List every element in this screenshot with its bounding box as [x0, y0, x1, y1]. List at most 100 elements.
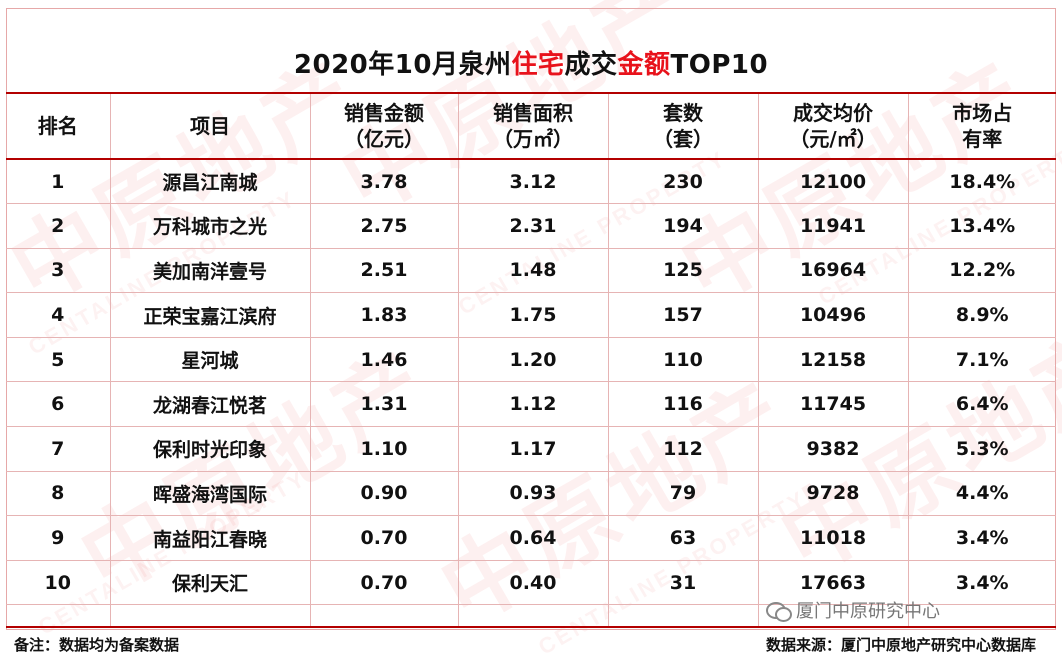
column-header: 成交均价 （元/㎡）	[758, 92, 909, 160]
cell-amount: 0.70	[310, 515, 459, 561]
column-header: 市场占 有率	[908, 92, 1056, 160]
cell-avg-price: 9728	[758, 471, 909, 517]
column-header-line2: （万㎡）	[493, 127, 573, 151]
cell-rank: 9	[6, 515, 111, 561]
cell-area: 1.12	[458, 381, 609, 428]
cell-share: 8.9%	[908, 292, 1056, 338]
cell-units: 79	[608, 471, 759, 517]
title-part-5: TOP10	[670, 50, 769, 80]
table-row: 6 龙湖春江悦茗 1.31 1.12 116 11745 6.4%	[6, 381, 1056, 428]
column-header-line2: （亿元）	[344, 127, 424, 151]
cell-units: 63	[608, 515, 759, 561]
cell-share: 3.4%	[908, 515, 1056, 561]
cell-share: 18.4%	[908, 159, 1056, 205]
cell-project: 南益阳江春晓	[110, 515, 311, 561]
cell-units: 157	[608, 292, 759, 338]
cell-avg-price: 12100	[758, 159, 909, 205]
cell-amount: 0.70	[310, 560, 459, 606]
cell-share: 7.1%	[908, 337, 1056, 383]
cell-rank: 7	[6, 426, 111, 472]
cell-amount: 3.78	[310, 159, 459, 205]
table-row: 3 美加南洋壹号 2.51 1.48 125 16964 12.2%	[6, 248, 1056, 294]
cell-avg-price: 12158	[758, 337, 909, 383]
column-header: 套数 （套）	[608, 92, 759, 160]
cell-amount: 1.31	[310, 381, 459, 428]
table-body: 1 源昌江南城 3.78 3.12 230 12100 18.4% 2 万科城市之光 2.75 2.…	[6, 159, 1056, 628]
cell-avg-price: 11745	[758, 381, 909, 428]
cell-avg-price: 16964	[758, 248, 909, 294]
column-header: 销售金额 （亿元）	[310, 92, 459, 160]
column-header: 排名	[6, 92, 111, 160]
title-part-1: 2020年10月泉州	[293, 50, 512, 80]
column-header-line1: 套数	[663, 101, 703, 125]
cell-share: 4.4%	[908, 471, 1056, 517]
blank-cell	[608, 604, 759, 628]
cell-project: 龙湖春江悦茗	[110, 381, 311, 428]
cell-project: 美加南洋壹号	[110, 248, 311, 294]
cell-project: 万科城市之光	[110, 203, 311, 249]
wechat-tag: 厦门中原研究中心	[766, 597, 940, 623]
cell-share: 12.2%	[908, 248, 1056, 294]
cell-rank: 5	[6, 337, 111, 383]
cell-share: 6.4%	[908, 381, 1056, 428]
cell-units: 125	[608, 248, 759, 294]
column-header-line2: 有率	[962, 127, 1003, 151]
cell-area: 0.40	[458, 560, 609, 606]
cell-avg-price: 10496	[758, 292, 909, 338]
cell-area: 1.20	[458, 337, 609, 383]
cell-amount: 1.46	[310, 337, 459, 383]
blank-cell	[758, 604, 909, 628]
ranking-table: 排名 项目 销售金额 （亿元） 销售面积 （万㎡） 套数 （套） 成交均价 （元/㎡） 市场占 有率 …	[6, 92, 1056, 628]
blank-cell	[458, 604, 609, 628]
cell-area: 1.17	[458, 426, 609, 472]
column-header-line1: 成交均价	[793, 101, 873, 125]
cell-units: 116	[608, 381, 759, 428]
cell-avg-price: 17663	[758, 560, 909, 606]
wechat-label: 厦门中原研究中心	[796, 601, 940, 622]
table-row: 7 保利时光印象 1.10 1.17 112 9382 5.3%	[6, 426, 1056, 472]
table-blank-row	[6, 604, 1056, 628]
column-header-line1: 市场占	[952, 101, 1013, 125]
cell-share: 5.3%	[908, 426, 1056, 472]
cell-share: 3.4%	[908, 560, 1056, 606]
column-header-line1: 销售面积	[493, 101, 573, 125]
column-header-line2: （套）	[653, 127, 713, 151]
cell-units: 112	[608, 426, 759, 472]
title-part-2: 住宅	[511, 50, 565, 80]
cell-units: 230	[608, 159, 759, 205]
cell-area: 1.48	[458, 248, 609, 294]
cell-units: 194	[608, 203, 759, 249]
cell-share: 13.4%	[908, 203, 1056, 249]
cell-rank: 10	[6, 560, 111, 606]
page-title: 2020年10月泉州住宅成交金额TOP10	[0, 44, 1062, 81]
table-row: 10 保利天汇 0.70 0.40 31 17663 3.4%	[6, 560, 1056, 606]
cell-units: 110	[608, 337, 759, 383]
column-header: 销售面积 （万㎡）	[458, 92, 609, 160]
cell-area: 0.64	[458, 515, 609, 561]
blank-cell	[310, 604, 459, 628]
cell-project: 晖盛海湾国际	[110, 471, 311, 517]
blank-cell	[110, 604, 311, 628]
cell-rank: 6	[6, 381, 111, 428]
cell-project: 保利天汇	[110, 560, 311, 606]
title-part-4: 金额	[617, 50, 671, 80]
cell-avg-price: 11018	[758, 515, 909, 561]
cell-area: 2.31	[458, 203, 609, 249]
cell-area: 1.75	[458, 292, 609, 338]
cell-project: 源昌江南城	[110, 159, 311, 205]
wechat-icon	[766, 600, 792, 622]
cell-project: 正荣宝嘉江滨府	[110, 292, 311, 338]
cell-avg-price: 9382	[758, 426, 909, 472]
footer-note: 备注：数据均为备案数据	[14, 636, 180, 654]
cell-units: 31	[608, 560, 759, 606]
column-header: 项目	[110, 92, 311, 160]
cell-rank: 2	[6, 203, 111, 249]
cell-project: 星河城	[110, 337, 311, 383]
cell-amount: 1.10	[310, 426, 459, 472]
cell-amount: 2.51	[310, 248, 459, 294]
table-row: 8 晖盛海湾国际 0.90 0.93 79 9728 4.4%	[6, 471, 1056, 517]
column-header-line2: （元/㎡）	[789, 127, 877, 151]
table-row: 2 万科城市之光 2.75 2.31 194 11941 13.4%	[6, 203, 1056, 249]
cell-amount: 2.75	[310, 203, 459, 249]
footer-source: 数据来源：厦门中原地产研究中心数据库	[765, 636, 1036, 654]
